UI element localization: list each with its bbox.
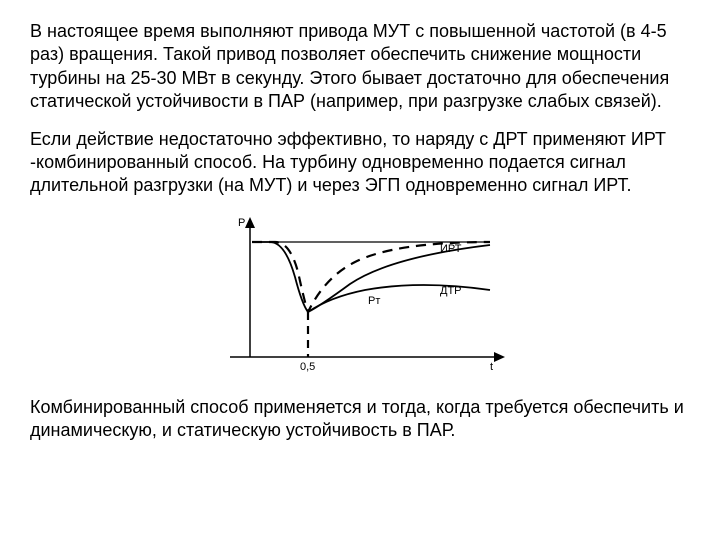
y-axis-arrow [245, 217, 255, 228]
x-axis-label: t [490, 361, 493, 373]
power-time-chart: P t 0,5 ИРТ ДТР Рт [190, 212, 530, 382]
paragraph-1: В настоящее время выполняют привода МУТ … [30, 20, 690, 114]
chart-container: P t 0,5 ИРТ ДТР Рт [30, 212, 690, 382]
x-axis-arrow [494, 352, 505, 362]
curve-pt [308, 245, 490, 312]
label-dtr: ДТР [440, 285, 462, 297]
x-tick-05: 0,5 [300, 361, 315, 373]
paragraph-3: Комбинированный способ применяется и тог… [30, 396, 690, 443]
slide: В настоящее время выполняют привода МУТ … [0, 0, 720, 540]
y-axis-label: P [238, 217, 245, 229]
label-irt: ИРТ [440, 243, 462, 255]
paragraph-2: Если действие недостаточно эффективно, т… [30, 128, 690, 198]
label-pt: Рт [368, 295, 380, 307]
